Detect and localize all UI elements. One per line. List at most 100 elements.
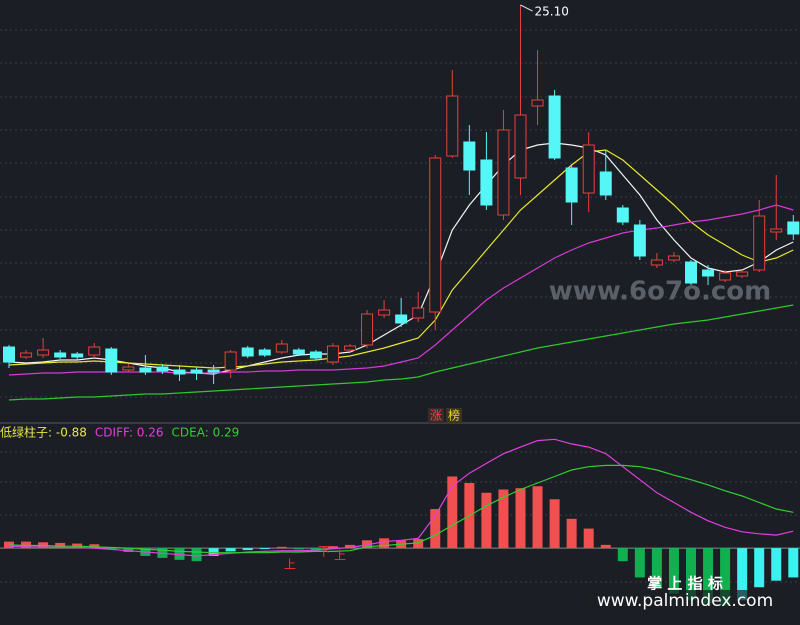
histogram-bar bbox=[430, 509, 441, 549]
candle-body bbox=[719, 272, 732, 281]
histogram-bar bbox=[310, 548, 321, 551]
candle-body bbox=[531, 99, 544, 107]
histogram-bar bbox=[634, 548, 645, 578]
histogram-bar bbox=[515, 488, 526, 549]
histogram-bar bbox=[174, 548, 185, 560]
watermark: www.palmindex.com bbox=[597, 591, 773, 611]
candle-body bbox=[463, 141, 476, 171]
legend-entry: 最低绿柱子: -0.88 bbox=[0, 425, 87, 440]
histogram-bar bbox=[413, 539, 424, 549]
histogram-bar bbox=[703, 548, 714, 604]
histogram-bar bbox=[498, 489, 509, 549]
histogram-bar bbox=[208, 548, 219, 556]
tag-box bbox=[428, 408, 444, 423]
candle-body bbox=[37, 349, 50, 356]
histogram-bar bbox=[242, 548, 253, 551]
legend-entry: CDIFF: 0.26 bbox=[95, 426, 164, 440]
moving-average-line bbox=[8, 304, 794, 401]
candle-body bbox=[429, 157, 442, 313]
histogram-bar bbox=[668, 548, 679, 594]
histogram-bar bbox=[4, 541, 14, 549]
candle-body bbox=[412, 307, 425, 319]
histogram-bar bbox=[583, 528, 594, 549]
histogram-bar bbox=[481, 492, 492, 549]
histogram-bar bbox=[362, 540, 373, 549]
candle-body bbox=[105, 348, 118, 373]
histogram-bar bbox=[259, 548, 270, 550]
candle-body bbox=[395, 314, 408, 324]
histogram-bar bbox=[379, 538, 390, 549]
signal-marker: 下 bbox=[318, 545, 330, 559]
candle-body bbox=[565, 167, 578, 203]
histogram-bar bbox=[447, 476, 458, 549]
candle-body bbox=[122, 366, 135, 371]
histogram-bar bbox=[55, 542, 66, 549]
histogram-bar bbox=[89, 544, 100, 549]
signal-marker: 上 bbox=[334, 549, 346, 563]
candle-body bbox=[292, 349, 305, 355]
candle-body bbox=[378, 309, 391, 316]
signal-marker: 上 bbox=[284, 558, 296, 572]
candle-body bbox=[667, 255, 680, 261]
tag-box bbox=[446, 408, 462, 423]
candle-body bbox=[361, 313, 374, 346]
candle-body bbox=[787, 221, 800, 235]
candle-body bbox=[650, 259, 663, 266]
indicator-line bbox=[8, 464, 794, 554]
candle-body bbox=[173, 369, 186, 375]
histogram-bar bbox=[123, 548, 134, 553]
candle-body bbox=[344, 345, 356, 351]
candle-body bbox=[3, 346, 15, 363]
candle-body bbox=[326, 345, 339, 363]
moving-average-line bbox=[8, 149, 794, 369]
histogram-bar bbox=[651, 548, 662, 588]
candle-body bbox=[633, 224, 646, 257]
candle-body bbox=[241, 347, 254, 357]
histogram-bar bbox=[293, 548, 304, 550]
candle-body bbox=[88, 346, 101, 356]
price-grid bbox=[0, 29, 800, 583]
histogram-bar bbox=[191, 548, 202, 562]
candle-body bbox=[736, 271, 749, 277]
candle-body bbox=[190, 369, 203, 374]
candle-body bbox=[514, 114, 527, 179]
histogram-bar bbox=[600, 544, 611, 549]
histogram-bar bbox=[21, 541, 32, 549]
candle-body bbox=[54, 352, 67, 358]
histogram-bar bbox=[276, 546, 287, 549]
macd-panel: 最低绿柱子: -0.88 CDIFF: 0.26 CDEA: 0.29 bbox=[0, 425, 800, 606]
indicator-line bbox=[8, 438, 794, 557]
max-arrow bbox=[520, 4, 533, 12]
candle-body bbox=[275, 343, 288, 353]
max-label: 25.10 bbox=[535, 5, 569, 19]
histogram-bar bbox=[566, 518, 577, 549]
legend-entry: CDEA: 0.29 bbox=[172, 426, 240, 440]
histogram-bar bbox=[532, 486, 543, 549]
histogram-bar bbox=[771, 548, 782, 581]
candle-body bbox=[582, 144, 595, 194]
histogram-bar bbox=[720, 548, 731, 606]
candle-body bbox=[258, 349, 271, 356]
histogram-bar bbox=[106, 548, 117, 550]
candle-body bbox=[753, 215, 766, 271]
candle-body bbox=[616, 207, 629, 223]
histogram-bar bbox=[686, 548, 696, 601]
histogram-bar bbox=[345, 544, 355, 549]
histogram-bar bbox=[737, 548, 748, 601]
candle-body bbox=[207, 369, 220, 373]
histogram-bar bbox=[617, 548, 628, 562]
watermark: www.6o7o.com bbox=[549, 277, 771, 307]
candle-body bbox=[685, 261, 697, 284]
candle-body bbox=[702, 269, 715, 277]
candle-body bbox=[139, 367, 152, 373]
histogram-bar bbox=[788, 548, 799, 578]
candle-body bbox=[446, 95, 459, 157]
candle-body bbox=[599, 171, 612, 196]
candle-body bbox=[770, 228, 783, 233]
watermark: 掌 上 指 标 bbox=[647, 575, 723, 593]
histogram-bar bbox=[754, 548, 765, 588]
candle-body bbox=[480, 159, 493, 206]
histogram-bar bbox=[327, 546, 338, 549]
